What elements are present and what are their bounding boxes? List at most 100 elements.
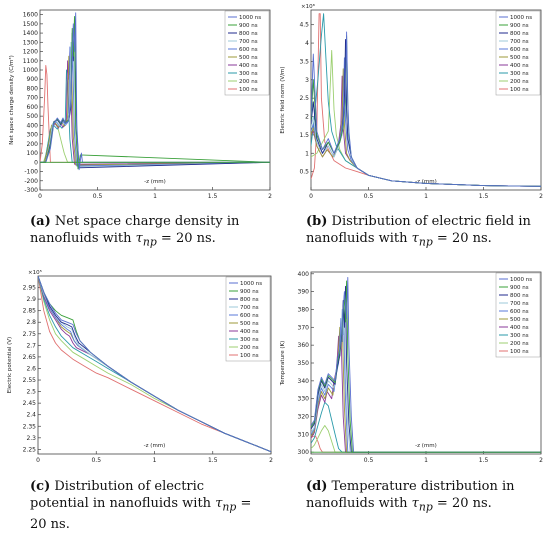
caption-d-text: Temperature distribution in nanofluids w…: [306, 479, 515, 511]
caption-a-symbol: τ: [135, 231, 143, 246]
y-tick-label: 100: [27, 150, 39, 157]
legend-entry-label: 500 ns: [510, 55, 529, 61]
x-axis-label: -z (mm): [144, 179, 166, 185]
series-line: [311, 285, 541, 453]
legend-entry-label: 500 ns: [239, 55, 258, 61]
legend: 1000 ns 900 ns 800 ns 700 ns 600 ns 500 ns 400…: [224, 10, 270, 96]
y-tick-label: 1100: [23, 58, 38, 65]
y-tick-label: 4: [305, 40, 309, 47]
legend-entry-label: 300 ns: [239, 71, 258, 77]
y-tick-label: 320: [298, 414, 310, 421]
caption-d-subscript: np: [418, 500, 433, 514]
x-tick-label: 0: [309, 457, 313, 464]
legend-entry-label: 800 ns: [510, 31, 529, 37]
y-tick-label: 1200: [23, 49, 38, 56]
caption-c-symbol: τ: [215, 496, 223, 511]
legend-entry-label: 200 ns: [510, 341, 529, 347]
legend-entry-label: 100 ns: [239, 87, 258, 93]
x-tick-label: 2: [268, 193, 272, 200]
caption-b-value: = 20 ns.: [436, 231, 492, 246]
y-tick-label: 700: [27, 95, 39, 102]
series-line: [40, 12, 270, 171]
y-tick-label: 330: [298, 396, 310, 403]
x-axis-label: -z (mm): [415, 179, 437, 185]
legend-entry-label: 900 ns: [510, 23, 529, 29]
y-tick-label: 2.55: [23, 377, 37, 384]
legend-entry-label: 400 ns: [510, 325, 529, 331]
legend-entry-label: 1000 ns: [239, 15, 261, 21]
legend-entry-label: 1000 ns: [240, 281, 262, 287]
y-tick-label: 340: [298, 378, 310, 385]
y-tick-label: 2.45: [23, 400, 37, 407]
y-tick-label: 2.25: [23, 446, 37, 453]
x-tick-label: 0.5: [364, 193, 374, 200]
legend-entry-label: 500 ns: [510, 317, 529, 323]
legend-entry-label: 900 ns: [510, 285, 529, 291]
y-tick-label: 360: [298, 342, 310, 349]
y-tick-label: 2.4: [26, 412, 36, 419]
series-line: [311, 31, 541, 187]
legend-entry-label: 800 ns: [240, 297, 259, 303]
x-tick-label: 0: [309, 193, 313, 200]
chart-panel-c: 0 0.5 1 1.5 2 2.25 2.3 2.35 2.4 2.45 2.5 2.55 2.6 2.6…: [7, 269, 273, 464]
series-group: [38, 276, 271, 453]
x-tick-label: 0: [38, 193, 42, 200]
y-tick-label: 900: [27, 76, 39, 83]
x-tick-label: 0.5: [93, 193, 103, 200]
figure-panels: 0 0.5 1 1.5 2-300-200-1000100200300400500600…: [7, 3, 543, 464]
series-line: [38, 276, 271, 453]
legend-entry-label: 700 ns: [240, 305, 259, 311]
y-axis-label: Net space charge density (C/m³): [8, 55, 15, 144]
series-group: [311, 13, 541, 187]
legend-entry-label: 600 ns: [510, 309, 529, 315]
y-tick-label: 0: [34, 159, 38, 166]
caption-a: (a) Net space charge density in nanoflui…: [30, 213, 260, 251]
legend-entry-label: 300 ns: [510, 333, 529, 339]
x-tick-label: 1.5: [479, 457, 489, 464]
legend-entry-label: 200 ns: [239, 79, 258, 85]
y-tick-label: 2.3: [26, 435, 36, 442]
caption-b-symbol: τ: [411, 231, 419, 246]
x-tick-label: 1.5: [479, 193, 489, 200]
x-tick-label: 2: [539, 193, 543, 200]
caption-b-subscript: np: [418, 235, 433, 249]
legend-entry-label: 900 ns: [240, 289, 259, 295]
y-tick-label: 2.6: [26, 365, 36, 372]
y-tick-label: 600: [27, 104, 39, 111]
legend-entry-label: 700 ns: [239, 39, 258, 45]
caption-b-text: Distribution of electric field in nanofl…: [306, 214, 531, 246]
x-tick-label: 0.5: [364, 457, 374, 464]
y-tick-label: 390: [298, 289, 310, 296]
y-axis-label: Electric potential (V): [7, 337, 13, 393]
y-tick-label: 0.5: [299, 169, 309, 176]
y-tick-label: 2.75: [23, 331, 37, 338]
legend-entry-label: 400 ns: [510, 63, 529, 69]
y-tick-label: -200: [24, 178, 38, 185]
series-line: [38, 276, 271, 453]
legend-entry-label: 700 ns: [510, 301, 529, 307]
y-tick-label: 2.65: [23, 354, 37, 361]
caption-d: (d) Temperature distribution in nanoflui…: [306, 478, 546, 516]
caption-d-symbol: τ: [411, 496, 419, 511]
y-tick-label: 200: [27, 141, 39, 148]
y-tick-label: 3: [305, 77, 309, 84]
legend-entry-label: 100 ns: [510, 349, 529, 355]
legend-entry-label: 100 ns: [510, 87, 529, 93]
x-tick-label: 0.5: [91, 457, 101, 464]
chart-panel-b: 0 0.5 1 1.5 2 0.5 1 1.5 2 2.5 3 3.5 4 4.5 -z (mm) Elect…: [280, 3, 543, 200]
x-tick-label: 1.5: [208, 457, 218, 464]
y-tick-label: 1000: [23, 67, 38, 74]
legend-entry-label: 200 ns: [240, 345, 259, 351]
legend-entry-label: 900 ns: [239, 23, 258, 29]
y-axis-label: Electric field norm (V/m): [280, 66, 286, 133]
y-tick-label: 1: [305, 150, 309, 157]
y-tick-label: 310: [298, 431, 310, 438]
series-line: [311, 425, 541, 453]
series-line: [311, 276, 541, 453]
y-axis-multiplier: ×10⁸: [301, 3, 316, 10]
y-tick-label: 2.95: [23, 285, 37, 292]
x-tick-label: 1: [153, 193, 157, 200]
y-tick-label: 500: [27, 113, 39, 120]
series-line: [40, 64, 270, 163]
caption-d-value: = 20 ns.: [436, 496, 492, 511]
